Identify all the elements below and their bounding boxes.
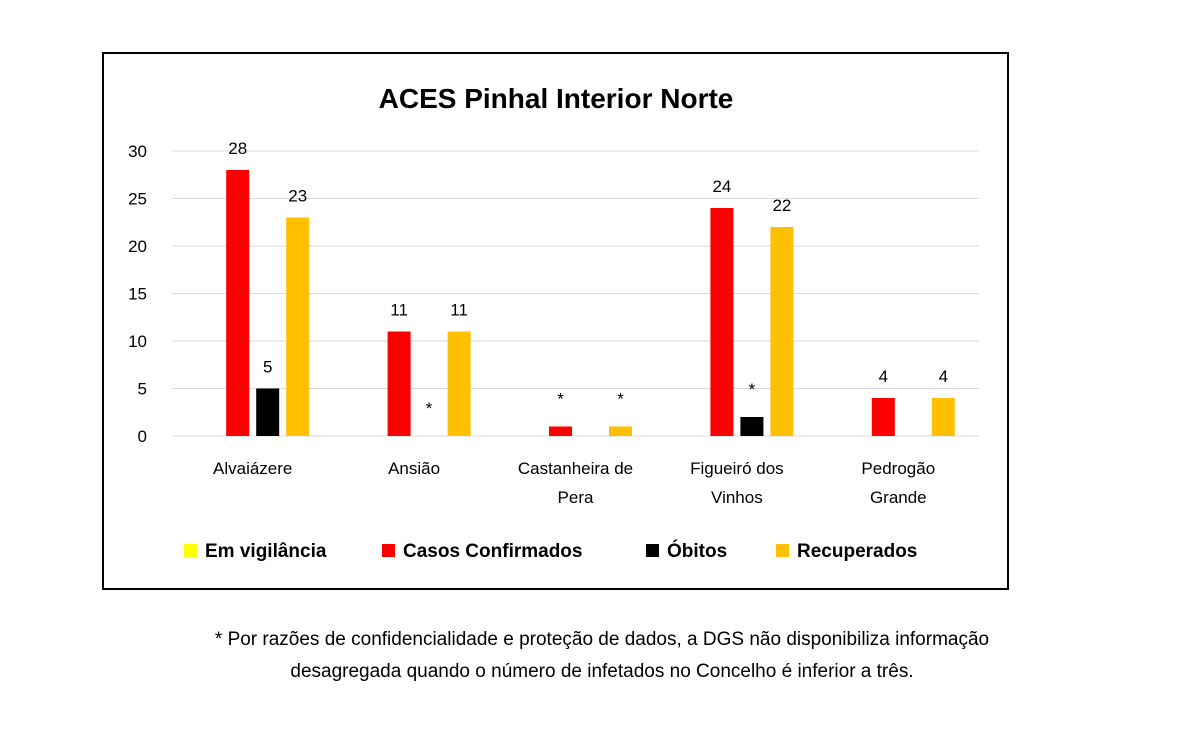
category-label: Vinhos [711,488,763,507]
y-tick-label: 20 [128,237,147,256]
categories-layer: Alvaiázere Ansião Castanheira de Pera Figuei… [213,459,935,507]
bar-casos-confirmados [871,398,895,436]
y-tick-label: 30 [128,142,147,161]
bar-recuperados [770,227,794,436]
data-label: 11 [450,301,468,320]
data-label: * [749,380,756,399]
bar-casos-confirmados [387,331,411,436]
legend-entry: Casos Confirmados [403,541,582,562]
legend-entry: Em vigilância [205,541,327,562]
data-label: * [426,399,433,418]
y-tick-label: 10 [128,332,147,351]
category-label: Pedrogão [861,459,935,478]
data-label: 11 [390,301,408,320]
y-tick-label: 5 [138,380,147,399]
bar-casos-confirmados [549,426,572,436]
category-label: Figueiró dos [690,459,784,478]
y-tick-label: 15 [128,285,147,304]
y-tick-label: 25 [128,190,147,209]
data-label: 24 [712,177,731,196]
bar-óbitos [256,388,280,436]
bar-recuperados [447,331,471,436]
data-label: 5 [263,358,272,377]
data-label: 28 [228,139,247,158]
legend-entry: Recuperados [797,541,917,562]
bar-casos-confirmados [226,170,250,436]
axis-layer: 0 5 10 15 20 25 30 [128,142,147,446]
category-label: Grande [870,488,927,507]
legend: Em vigilância Casos Confirmados Óbitos Recu… [184,540,917,562]
category-label: Castanheira de [518,459,633,478]
bar-recuperados [931,398,955,436]
legend-swatch [776,544,789,557]
category-label: Alvaiázere [213,459,292,478]
bar-óbitos [740,417,764,436]
data-label: * [557,390,564,409]
footnote-line-1: * Por razões de confidencialidade e prot… [214,629,990,650]
legend-swatch [184,544,197,557]
labels-layer: 28 5 23 11 * 11 * * 24 * 22 4 4 [228,139,948,418]
chart-svg: ACES Pinhal Interior Norte 051015202530 … [128,83,979,562]
chart-title: ACES Pinhal Interior Norte [379,83,734,114]
data-label: 23 [288,187,307,206]
data-label: 4 [939,367,948,386]
data-label: * [617,390,624,409]
category-label: Pera [558,488,594,507]
chart-frame: ACES Pinhal Interior Norte 0 5 10 15 20 25 30 … [102,52,1009,590]
category-label: Ansião [388,459,440,478]
footnote: * Por razões de confidencialidade e prot… [102,624,1102,688]
data-label: 4 [879,367,888,386]
bar-recuperados [609,426,632,436]
bar-recuperados [286,217,310,436]
legend-swatch [646,544,659,557]
legend-entry: Óbitos [667,540,727,562]
footnote-line-2: desagregada quando o número de infetados… [290,661,914,682]
legend-swatch [382,544,395,557]
bar-casos-confirmados [710,208,734,436]
y-tick-label: 0 [138,427,147,446]
data-label: 22 [772,196,791,215]
bars-layer [226,170,955,436]
